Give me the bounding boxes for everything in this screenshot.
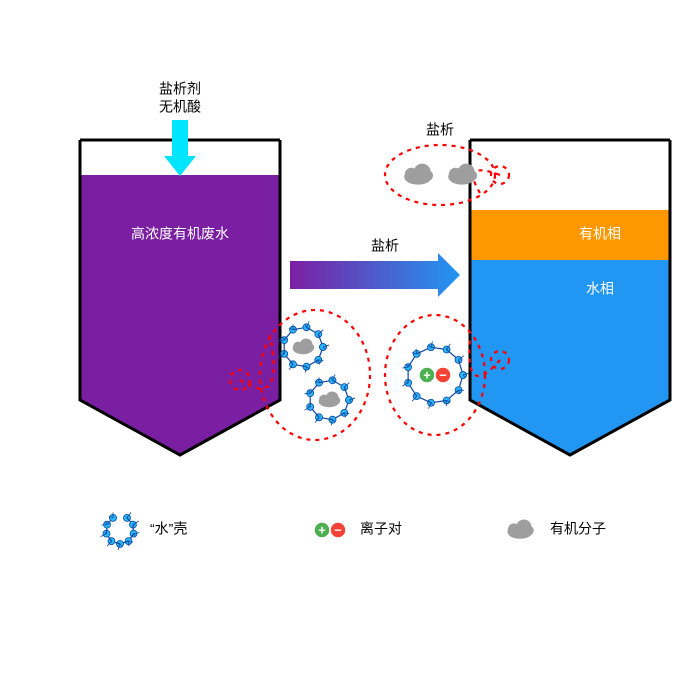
cloud-icon (404, 164, 433, 185)
svg-text:−: − (334, 522, 341, 537)
cloud-icon (507, 520, 533, 539)
inlet-label-2: 无机酸 (159, 99, 201, 115)
cloud-icon (448, 164, 477, 185)
legend-item: 有机分子 (507, 520, 606, 539)
callout-top-label: 盐析 (426, 122, 454, 138)
organic-layer-label: 有机相 (579, 226, 621, 242)
process-arrow: 盐析 (290, 238, 460, 297)
right-beaker: 有机相水相 (469, 140, 670, 455)
svg-text:+: + (423, 367, 430, 382)
svg-text:−: − (439, 367, 446, 382)
inlet-label-1: 盐析剂 (159, 81, 201, 97)
ion-pair-icon: +− (419, 367, 451, 383)
legend-label: “水”壳 (150, 521, 187, 537)
process-arrow-label: 盐析 (371, 238, 399, 254)
left-beaker: 高浓度有机废水 (80, 140, 280, 455)
water-shell-icon (101, 512, 140, 550)
ion-pair-icon: +− (314, 522, 346, 538)
legend: “水”壳 +− 离子对 有机分子 (101, 512, 606, 550)
left-beaker-label: 高浓度有机废水 (131, 226, 229, 242)
cloud-icon (293, 338, 315, 354)
water-layer-label: 水相 (586, 281, 614, 297)
svg-text:+: + (318, 522, 325, 537)
cloud-icon (319, 391, 341, 407)
legend-label: 有机分子 (550, 521, 606, 537)
legend-label: 离子对 (360, 521, 402, 537)
legend-item: “水”壳 (101, 512, 188, 550)
legend-item: +− 离子对 (314, 521, 402, 538)
